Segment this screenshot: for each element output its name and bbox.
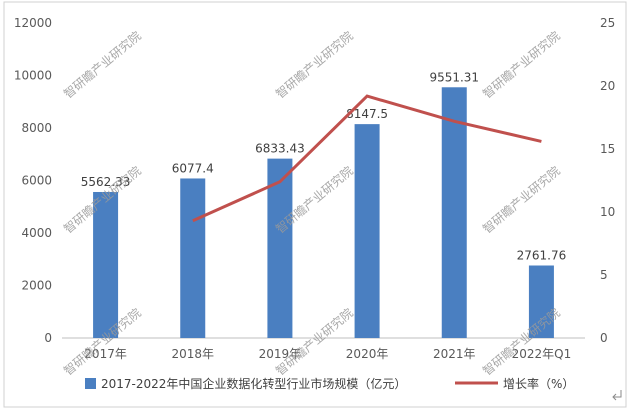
bar-value-label: 2761.76 [517, 249, 567, 263]
category-label: 2021年 [433, 347, 476, 361]
bar-value-label: 6077.4 [172, 161, 214, 175]
legend-bar-swatch [85, 378, 96, 389]
right-tick-label: 25 [600, 16, 615, 30]
category-label: 2022年Q1 [512, 347, 572, 361]
bar-value-label: 5562.33 [81, 175, 131, 189]
left-tick-label: 4000 [21, 226, 52, 240]
right-tick-label: 10 [600, 205, 615, 219]
legend-bar-label: 2017-2022年中国企业数据化转型行业市场规模（亿元） [101, 376, 406, 391]
growth-rate-line [192, 94, 542, 223]
right-tick-label: 0 [600, 331, 608, 345]
bar-value-label: 6833.43 [255, 142, 305, 156]
bar-value-label: 8147.5 [346, 107, 388, 121]
left-tick-label: 12000 [14, 16, 52, 30]
left-tick-label: 0 [44, 331, 52, 345]
category-label: 2019年 [259, 347, 302, 361]
x-axis-labels: 2017年 2018年 2019年 2020年 2021年 2022年Q1 [84, 347, 571, 361]
bar [528, 265, 554, 338]
bar-data-labels: 5562.33 6077.4 6833.43 8147.5 9551.31 2761.76 [81, 70, 566, 262]
bar [180, 178, 206, 338]
legend-line-label: 增长率（%） [503, 376, 574, 391]
bar [441, 87, 467, 339]
return-mark [612, 390, 622, 401]
legend: 2017-2022年中国企业数据化转型行业市场规模（亿元） 增长率（%） [85, 376, 574, 391]
bar [93, 191, 119, 338]
category-label: 2018年 [171, 347, 214, 361]
bar [267, 158, 293, 338]
left-tick-label: 8000 [21, 121, 52, 135]
bar-value-label: 9551.31 [429, 70, 479, 84]
right-tick-label: 5 [600, 268, 608, 282]
right-axis: 0 5 10 15 20 25 [600, 16, 615, 345]
left-tick-label: 2000 [21, 279, 52, 293]
left-tick-label: 10000 [14, 69, 52, 83]
left-tick-label: 6000 [21, 174, 52, 188]
right-tick-label: 20 [600, 79, 615, 93]
left-axis: 0 2000 4000 6000 8000 10000 12000 [14, 16, 52, 345]
category-label: 2020年 [346, 347, 389, 361]
bar-series [93, 87, 554, 339]
right-tick-label: 15 [600, 142, 615, 156]
bar [354, 124, 380, 338]
category-label: 2017年 [84, 347, 127, 361]
chart-border [3, 1, 627, 408]
